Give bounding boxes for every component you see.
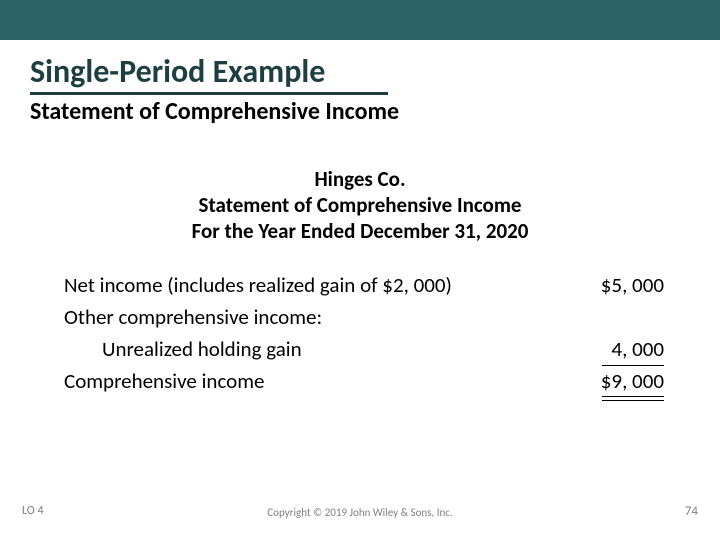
- statement-name: Statement of Comprehensive Income: [0, 192, 720, 218]
- slide-subtitle: Statement of Comprehensive Income: [30, 97, 399, 126]
- row-label: Other comprehensive income:: [64, 304, 578, 330]
- table-row: Comprehensive income $9, 000: [64, 368, 664, 394]
- row-label: Comprehensive income: [64, 368, 578, 394]
- row-amount: 4, 000: [578, 336, 664, 362]
- double-rule: [602, 396, 664, 397]
- table-row: Net income (includes realized gain of $2…: [64, 272, 664, 298]
- slide: Single-Period Example Statement of Compr…: [0, 0, 720, 540]
- statement-company: Hinges Co.: [0, 166, 720, 192]
- row-label: Unrealized holding gain: [64, 336, 578, 362]
- income-table: Net income (includes realized gain of $2…: [64, 272, 664, 400]
- row-amount: $5, 000: [578, 272, 664, 298]
- amount-text: 4, 000: [611, 336, 664, 362]
- table-row: Other comprehensive income:: [64, 304, 664, 330]
- title-underline: [30, 92, 388, 95]
- double-rule: [602, 400, 664, 401]
- row-label: Net income (includes realized gain of $2…: [64, 272, 578, 298]
- slide-title: Single-Period Example: [30, 52, 325, 91]
- page-number: 74: [685, 504, 698, 519]
- copyright-text: Copyright © 2019 John Wiley & Sons, Inc.: [0, 506, 720, 519]
- subtotal-rule: [602, 365, 664, 366]
- top-bar: [0, 0, 720, 40]
- amount-text: $9, 000: [601, 368, 664, 394]
- table-row: Unrealized holding gain 4, 000: [64, 336, 664, 362]
- statement-period: For the Year Ended December 31, 2020: [0, 218, 720, 244]
- row-amount: $9, 000: [578, 368, 664, 394]
